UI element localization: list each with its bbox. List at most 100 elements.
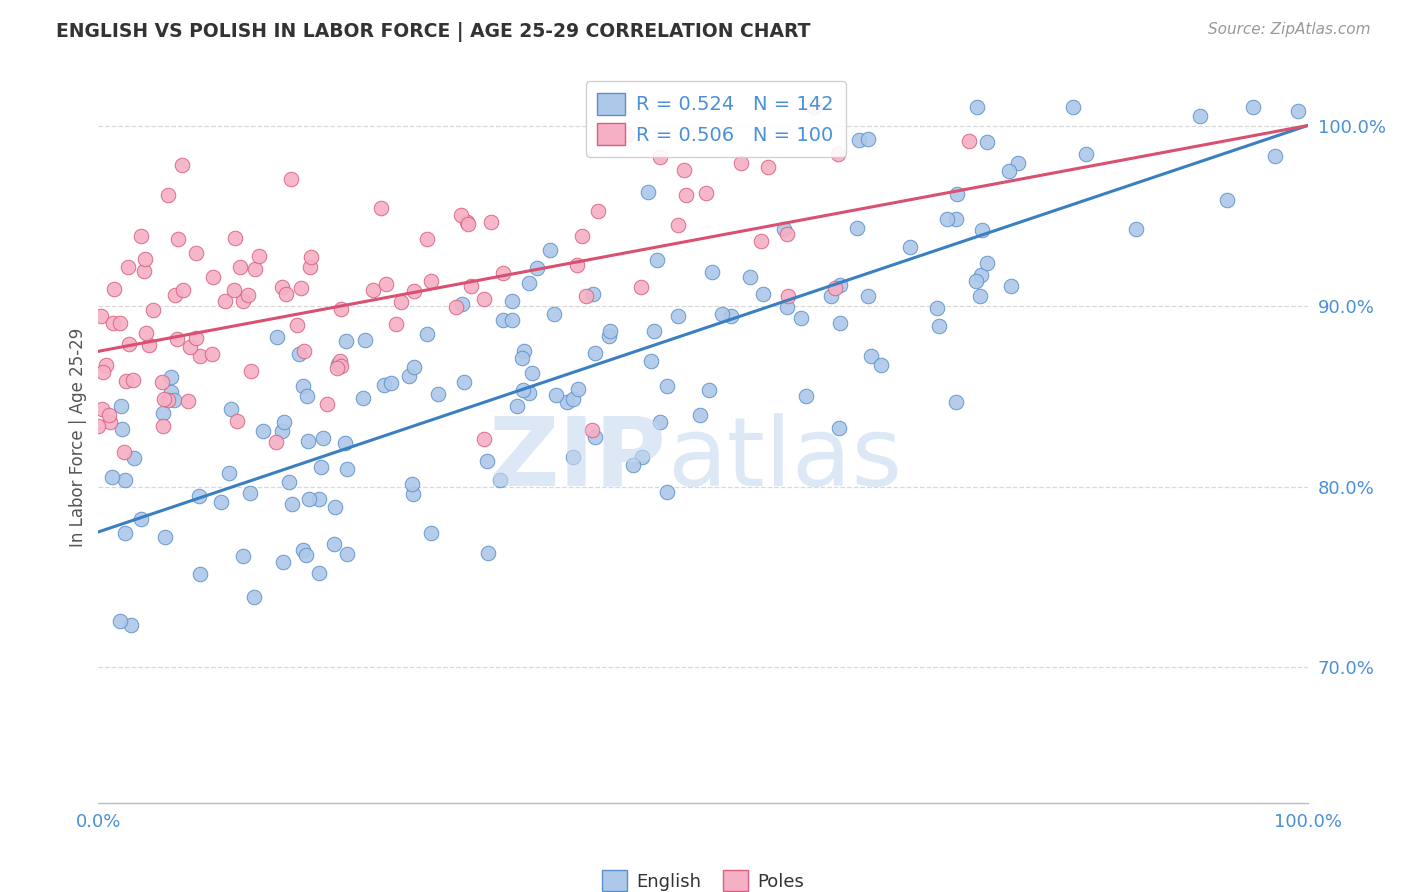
- Point: [828, 277, 851, 292]
- Point: [645, 253, 668, 268]
- Point: [352, 391, 374, 405]
- Point: [513, 344, 536, 359]
- Point: [239, 486, 262, 500]
- Point: [828, 420, 851, 434]
- Point: [544, 388, 567, 402]
- Point: [648, 415, 671, 429]
- Point: [966, 100, 988, 114]
- Point: [640, 354, 662, 368]
- Point: [335, 334, 357, 348]
- Point: [219, 402, 242, 417]
- Point: [477, 546, 499, 560]
- Point: [129, 228, 152, 243]
- Point: [689, 408, 711, 422]
- Point: [419, 525, 441, 540]
- Point: [323, 537, 346, 551]
- Point: [336, 547, 359, 561]
- Point: [236, 288, 259, 302]
- Point: [298, 491, 321, 506]
- Point: [427, 387, 450, 401]
- Point: [153, 530, 176, 544]
- Point: [621, 458, 644, 473]
- Point: [228, 260, 250, 275]
- Point: [201, 269, 224, 284]
- Point: [790, 311, 813, 326]
- Point: [957, 134, 980, 148]
- Point: [970, 223, 993, 237]
- Point: [329, 354, 352, 368]
- Point: [152, 406, 174, 420]
- Point: [859, 349, 882, 363]
- Point: [1062, 100, 1084, 114]
- Point: [555, 394, 578, 409]
- Point: [450, 208, 472, 222]
- Point: [946, 186, 969, 201]
- Point: [112, 445, 135, 459]
- Point: [700, 265, 723, 279]
- Point: [869, 358, 891, 372]
- Point: [326, 358, 349, 372]
- Point: [475, 454, 498, 468]
- Point: [242, 590, 264, 604]
- Point: [287, 347, 309, 361]
- Point: [214, 293, 236, 308]
- Point: [848, 133, 870, 147]
- Point: [91, 365, 114, 379]
- Point: [519, 276, 541, 290]
- Point: [583, 346, 606, 360]
- Point: [583, 430, 606, 444]
- Point: [776, 300, 799, 314]
- Point: [522, 366, 544, 380]
- Point: [150, 375, 173, 389]
- Point: [276, 286, 298, 301]
- Point: [114, 473, 136, 487]
- Point: [166, 231, 188, 245]
- Point: [969, 289, 991, 303]
- Point: [277, 475, 299, 490]
- Point: [740, 269, 762, 284]
- Text: ZIP: ZIP: [489, 412, 666, 506]
- Point: [456, 215, 478, 229]
- Point: [111, 422, 134, 436]
- Point: [188, 349, 211, 363]
- Point: [160, 384, 183, 399]
- Point: [730, 156, 752, 170]
- Point: [330, 302, 353, 317]
- Point: [94, 359, 117, 373]
- Point: [501, 313, 523, 327]
- Point: [1216, 193, 1239, 207]
- Point: [561, 392, 583, 406]
- Point: [380, 376, 402, 390]
- Point: [401, 477, 423, 491]
- Point: [129, 512, 152, 526]
- Point: [297, 389, 319, 403]
- Point: [655, 379, 678, 393]
- Point: [190, 567, 212, 582]
- Point: [489, 473, 512, 487]
- Point: [330, 359, 353, 374]
- Point: [666, 218, 689, 232]
- Point: [1007, 155, 1029, 169]
- Point: [336, 461, 359, 475]
- Point: [110, 614, 132, 628]
- Point: [152, 418, 174, 433]
- Point: [323, 500, 346, 514]
- Point: [243, 261, 266, 276]
- Point: [776, 289, 799, 303]
- Point: [710, 307, 733, 321]
- Point: [453, 375, 475, 389]
- Point: [117, 260, 139, 274]
- Point: [101, 470, 124, 484]
- Point: [311, 431, 333, 445]
- Point: [160, 369, 183, 384]
- Point: [666, 310, 689, 324]
- Point: [87, 419, 110, 434]
- Point: [561, 450, 583, 465]
- Point: [363, 283, 385, 297]
- Point: [333, 435, 356, 450]
- Point: [285, 318, 308, 333]
- Point: [186, 331, 208, 345]
- Point: [90, 310, 112, 324]
- Point: [856, 289, 879, 303]
- Point: [187, 489, 209, 503]
